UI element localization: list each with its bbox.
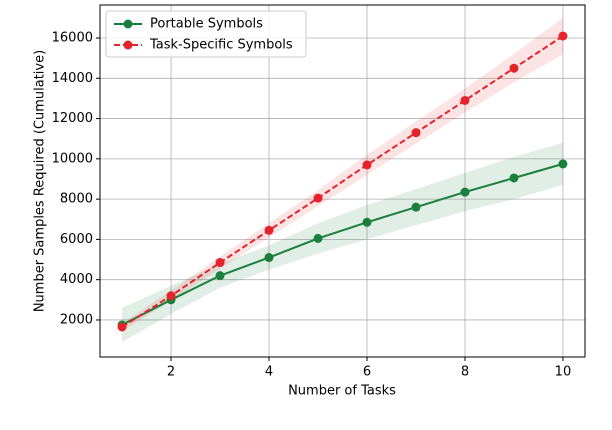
data-point	[264, 253, 274, 263]
legend: Portable Symbols Task-Specific Symbols	[105, 10, 307, 58]
series-line	[121, 35, 564, 328]
confidence-band	[122, 17, 563, 332]
data-point	[362, 160, 372, 170]
x-tick-label: 6	[363, 365, 371, 380]
y-tick-label: 16000	[52, 31, 93, 46]
data-point	[558, 159, 568, 169]
x-tick-label: 4	[265, 365, 273, 380]
y-tick-label: 6000	[60, 232, 93, 247]
data-point	[362, 217, 372, 227]
legend-marker	[123, 19, 133, 29]
data-point	[460, 95, 470, 105]
data-point	[558, 31, 568, 41]
data-point	[313, 233, 323, 243]
x-tick-label: 8	[461, 365, 469, 380]
data-point	[313, 193, 323, 203]
data-point	[215, 271, 225, 281]
data-point	[460, 187, 470, 197]
legend-marker	[123, 40, 133, 50]
x-axis-label: Number of Tasks	[288, 384, 396, 399]
y-axis-label: Number Samples Required (Cumulative)	[33, 50, 48, 312]
y-tick-label: 2000	[60, 312, 93, 327]
x-tick-label: 2	[167, 365, 175, 380]
data-point	[411, 202, 421, 212]
series-line	[121, 162, 564, 326]
confidence-band	[122, 142, 563, 343]
y-tick-label: 14000	[52, 71, 93, 86]
data-point	[117, 322, 127, 332]
data-point	[215, 258, 225, 268]
y-tick-label: 8000	[60, 192, 93, 207]
data-point	[264, 225, 274, 235]
y-tick-label: 4000	[60, 272, 93, 287]
data-point	[166, 291, 176, 301]
legend-label: Task-Specific Symbols	[149, 38, 293, 53]
data-point	[411, 128, 421, 138]
legend-label: Portable Symbols	[150, 17, 263, 32]
y-tick-label: 10000	[52, 151, 93, 166]
y-tick-label: 12000	[52, 111, 93, 126]
plot-frame	[99, 4, 586, 358]
data-point	[509, 173, 519, 183]
x-tick-label: 10	[555, 365, 572, 380]
data-point	[509, 63, 519, 73]
legend-box	[105, 10, 307, 58]
